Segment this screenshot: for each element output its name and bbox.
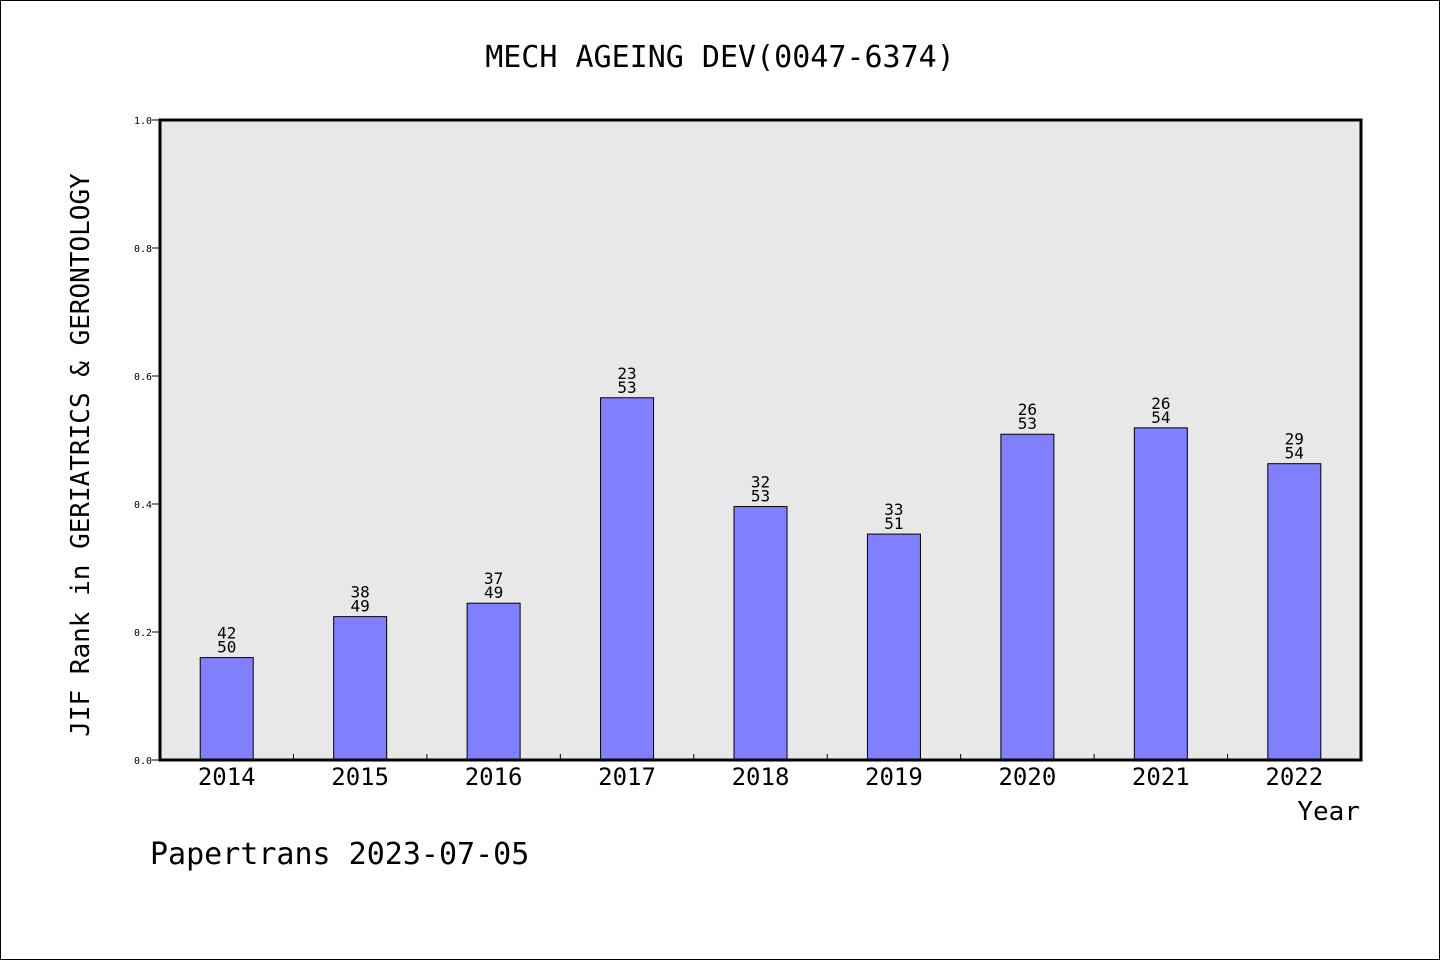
bar-2017: [600, 397, 655, 761]
rank-label: 33: [884, 500, 903, 519]
plot-frame: [158, 118, 1363, 762]
footer-credit: Papertrans 2023-07-05: [150, 837, 529, 872]
y-tick-label: 0.8: [134, 244, 152, 255]
x-tick-label: 2020: [998, 763, 1056, 791]
rank-label: 32: [751, 473, 770, 492]
rank-total-label: 53: [751, 487, 770, 506]
y-axis-label: JIF Rank in GERIATRICS & GERONTOLOGY: [66, 173, 96, 737]
bar-2016: [466, 602, 521, 761]
rank-total-label: 53: [617, 378, 636, 397]
x-tick-label: 2018: [732, 763, 790, 791]
y-tick-label: 0.0: [134, 756, 152, 767]
bar-2015: [333, 616, 388, 761]
x-tick-label: 2016: [465, 763, 523, 791]
rank-label: 23: [617, 364, 636, 383]
x-tick-label: 2021: [1132, 763, 1190, 791]
x-tick-label: 2014: [198, 763, 256, 791]
rank-label: 29: [1285, 430, 1304, 449]
rank-label: 26: [1151, 394, 1170, 413]
x-axis-label: Year: [1297, 797, 1360, 827]
bars: [199, 397, 1322, 761]
y-tick-label: 1.0: [134, 116, 152, 127]
rank-label: 38: [351, 583, 370, 602]
x-tick-label: 2015: [331, 763, 389, 791]
rank-total-label: 54: [1151, 408, 1170, 427]
y-tick-label: 0.4: [134, 500, 152, 511]
y-tick-label: 0.6: [134, 372, 152, 383]
rank-label: 42: [217, 624, 236, 643]
rank-label: 26: [1018, 400, 1037, 419]
bar-2018: [733, 506, 788, 761]
x-tick-label: 2019: [865, 763, 923, 791]
rank-total-label: 50: [217, 638, 236, 657]
rank-label: 37: [484, 569, 503, 588]
x-tick-label: 2017: [598, 763, 656, 791]
x-axis: 2014 2015 2016 2017 2018 2019 2020 2021 2022: [198, 754, 1323, 791]
x-tick-label: 2022: [1265, 763, 1323, 791]
bar-2020: [1000, 433, 1055, 761]
bar-2022: [1267, 463, 1322, 761]
y-tick-label: 0.2: [134, 628, 152, 639]
rank-total-label: 54: [1285, 444, 1304, 463]
rank-total-label: 53: [1018, 414, 1037, 433]
rank-total-label: 49: [351, 597, 370, 616]
bar-2014: [199, 657, 254, 761]
chart-title: MECH AGEING DEV(0047-6374): [485, 40, 955, 75]
rank-total-label: 49: [484, 583, 503, 602]
bar-2019: [866, 533, 921, 761]
rank-total-label: 51: [884, 514, 903, 533]
bar-2021: [1133, 427, 1188, 761]
